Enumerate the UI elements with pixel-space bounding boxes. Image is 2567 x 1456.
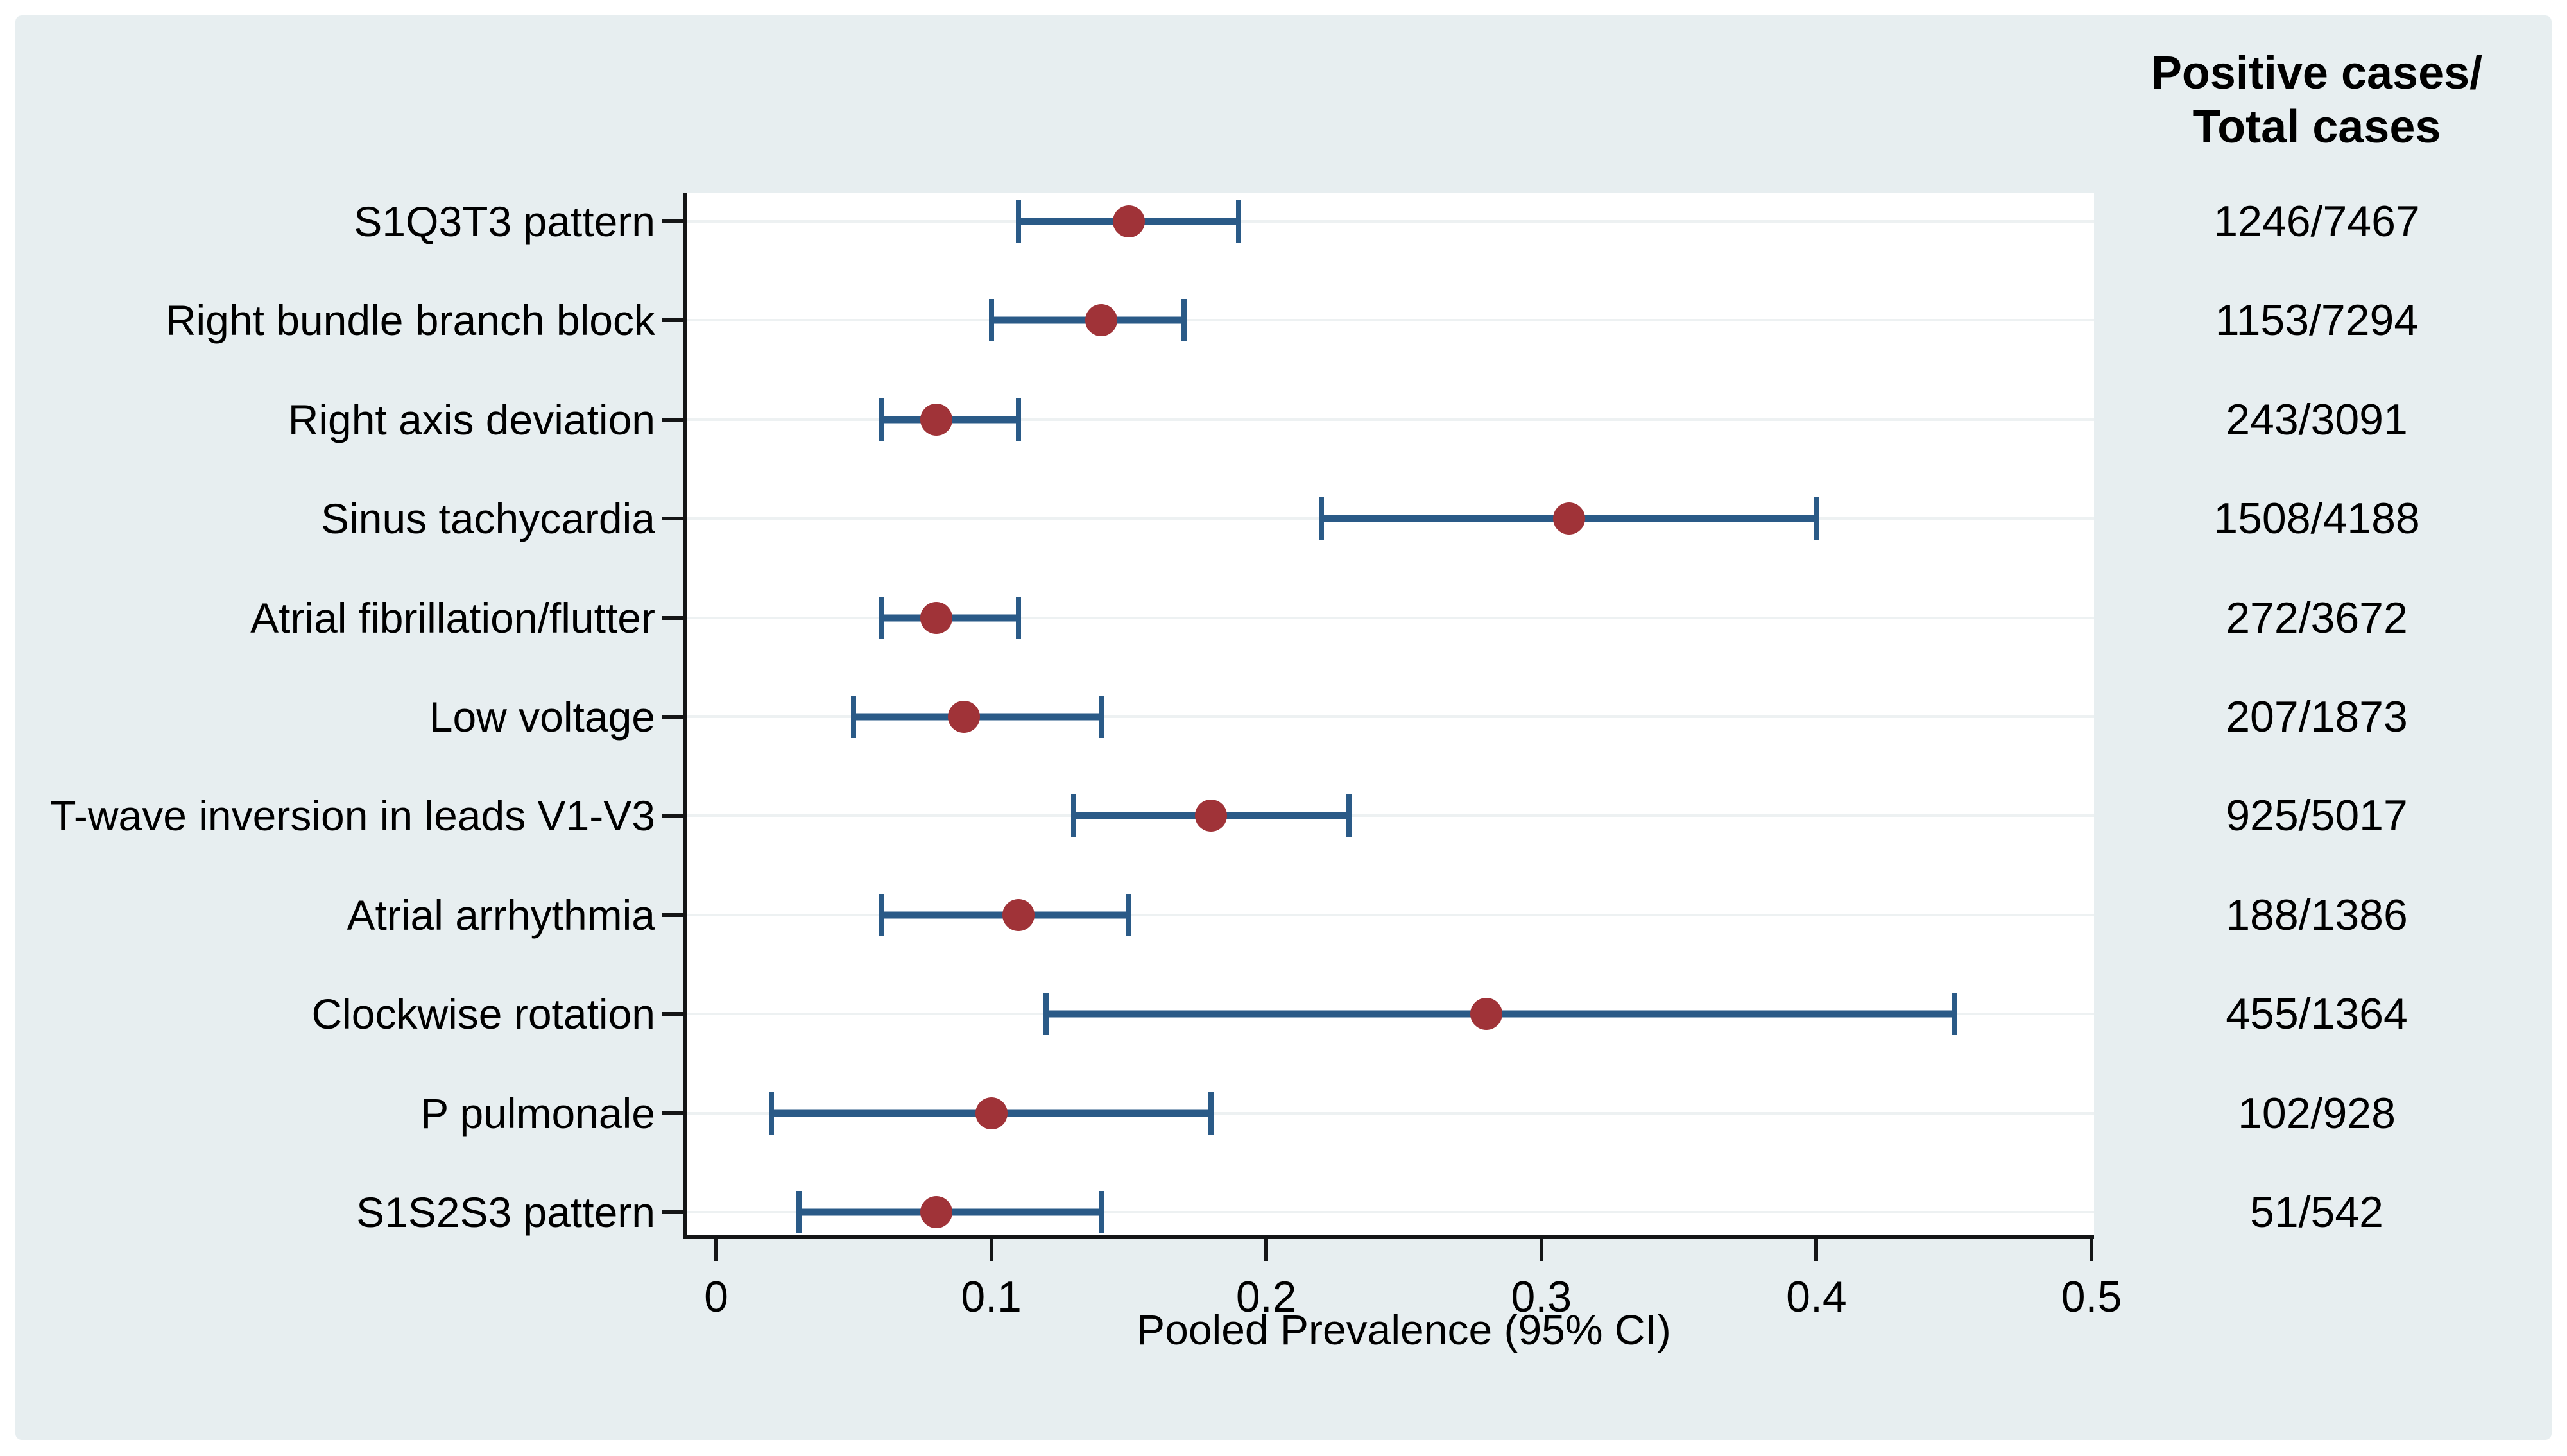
ci-lower-cap [879,596,884,639]
row-gridline [685,1211,2094,1213]
category-label: Atrial fibrillation/flutter [250,594,655,642]
positive-total-value: 925/5017 [2226,791,2408,841]
positive-total-value: 243/3091 [2226,395,2408,444]
x-axis-tick [714,1239,718,1261]
x-axis-tick-label: 0 [704,1272,728,1321]
ci-lower-cap [1043,993,1049,1036]
x-axis-tick-label: 0.5 [2061,1272,2122,1321]
ci-upper-cap [1236,200,1242,243]
x-axis-tick [1814,1239,1819,1261]
positive-total-value: 188/1386 [2226,890,2408,939]
y-axis-tick [662,912,683,917]
positive-total-value: 1153/7294 [2215,296,2419,345]
row-gridline [685,418,2094,421]
category-label: Right axis deviation [288,395,655,443]
ci-lower-cap [1318,497,1324,540]
ci-upper-cap [1951,993,1957,1036]
point-estimate-marker [1002,898,1035,931]
category-label: Right bundle branch block [165,296,655,345]
y-axis-tick [662,1210,683,1214]
category-label: T-wave inversion in leads V1-V3 [50,792,655,840]
x-axis-line [683,1235,2094,1239]
category-label: Atrial arrhythmia [347,891,655,939]
y-axis-line [683,193,687,1239]
x-axis-tick [1264,1239,1269,1261]
y-axis-tick [662,219,683,223]
row-gridline [685,220,2094,223]
ci-lower-cap [879,398,884,441]
y-axis-tick [662,715,683,719]
point-estimate-marker [920,1196,952,1228]
y-axis-tick [662,615,683,620]
category-label: P pulmonale [420,1089,655,1137]
x-axis-tick-label: 0.3 [1511,1272,1572,1321]
ci-upper-cap [1016,596,1022,639]
x-axis-tick-label: 0.2 [1235,1272,1297,1321]
x-axis-tick [2090,1239,2093,1261]
point-estimate-marker [1195,800,1228,832]
category-label: Clockwise rotation [311,990,655,1038]
figure-background: S1Q3T3 pattern 1246/7467 Right bundle bran… [15,15,2552,1440]
ci-lower-cap [1071,794,1077,837]
x-axis-tick-label: 0.1 [961,1272,1022,1321]
category-label: Sinus tachycardia [321,495,655,543]
point-estimate-marker [1112,205,1145,237]
ci-lower-cap [851,696,857,738]
ci-upper-cap [1814,497,1819,540]
point-estimate-marker [920,601,952,634]
point-estimate-marker [1552,502,1585,535]
y-axis-tick [662,417,683,422]
ci-upper-cap [1208,1092,1214,1135]
row-gridline [685,319,2094,322]
ci-upper-cap [1099,1191,1104,1233]
ci-upper-cap [1346,794,1352,837]
row-gridline [685,1111,2094,1115]
category-label: S1S2S3 pattern [356,1188,655,1236]
positive-total-value: 272/3672 [2226,593,2408,642]
ci-upper-cap [1099,696,1104,738]
ci-lower-cap [1016,200,1022,243]
x-axis-title: Pooled Prevalence (95% CI) [1137,1306,1671,1353]
positive-total-value: 1508/4188 [2213,494,2420,544]
y-axis-tick [662,814,683,818]
y-axis-tick [662,318,683,323]
ci-lower-cap [796,1191,802,1233]
category-label: S1Q3T3 pattern [354,198,655,245]
positive-total-value: 51/542 [2250,1188,2383,1237]
right-column-header-line2: Total cases [2192,101,2441,153]
x-axis-tick [989,1239,993,1261]
y-axis-tick [662,1012,683,1016]
ci-lower-cap [988,299,994,342]
ci-lower-cap [768,1092,774,1135]
right-column-header-line1: Positive cases/ [2151,47,2483,99]
point-estimate-marker [1470,998,1503,1031]
x-axis-tick [1539,1239,1543,1261]
point-estimate-marker [947,701,980,733]
ci-upper-cap [1126,893,1131,936]
x-axis-tick-label: 0.4 [1786,1272,1847,1321]
row-gridline [685,913,2094,916]
row-gridline [685,616,2094,619]
point-estimate-marker [975,1097,1008,1129]
category-label: Low voltage [429,693,655,741]
row-gridline [685,715,2094,718]
right-column-header: Positive cases/ Total cases [2151,46,2482,154]
positive-total-value: 102/928 [2238,1088,2396,1138]
y-axis-tick [662,1111,683,1115]
point-estimate-marker [920,403,952,436]
y-axis-tick [662,517,683,521]
positive-total-value: 207/1873 [2226,692,2408,741]
ci-upper-cap [1016,398,1022,441]
positive-total-value: 455/1364 [2226,989,2408,1039]
positive-total-value: 1246/7467 [2213,197,2420,246]
ci-lower-cap [879,893,884,936]
row-gridline [685,814,2094,818]
point-estimate-marker [1085,304,1118,337]
ci-upper-cap [1181,299,1187,342]
